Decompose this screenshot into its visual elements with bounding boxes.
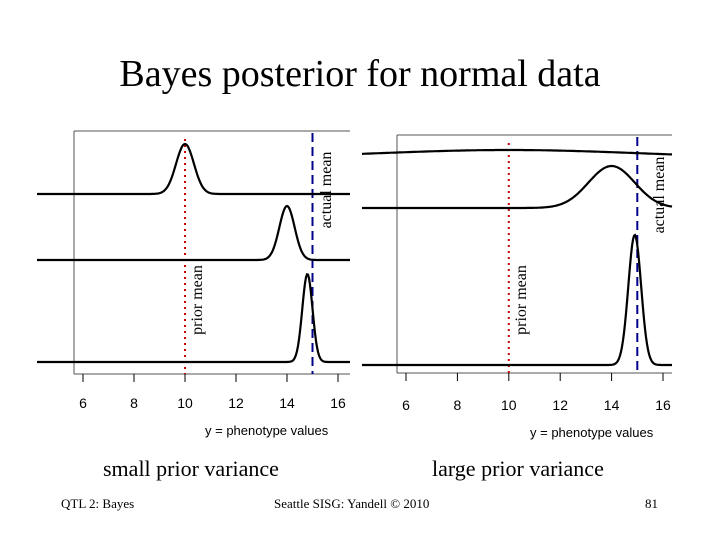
panel2-x-tick-label: 16 <box>655 397 671 413</box>
panel2-x-tick-label: 8 <box>454 397 462 413</box>
panel1-x-tick-label: 16 <box>330 395 346 411</box>
footer-left: QTL 2: Bayes <box>61 496 135 511</box>
footer-center: Seattle SISG: Yandell © 2010 <box>274 496 430 511</box>
panel2-x-tick-label: 14 <box>604 397 620 413</box>
panel2-x-tick-label: 10 <box>501 397 517 413</box>
panel2-actual-mean-label: actual mean <box>651 157 668 234</box>
slide-title: Bayes posterior for normal data <box>119 53 601 95</box>
caption-right: large prior variance <box>432 456 604 481</box>
caption-left: small prior variance <box>103 456 279 481</box>
panel2-posterior-curve-2 <box>362 164 673 210</box>
panel2-posterior-curve-1 <box>362 148 672 156</box>
panel1-actual-mean-label: actual mean <box>318 152 335 229</box>
panel1-x-axis-label: y = phenotype values <box>205 423 329 438</box>
panel1-posterior-curve-1 <box>37 142 350 196</box>
panel1-posterior-curve-3 <box>37 272 350 364</box>
panel2-posterior-curve-3 <box>362 233 672 367</box>
panel1-x-tick-label: 14 <box>279 395 295 411</box>
panel1-x-tick-label: 8 <box>130 395 138 411</box>
panel1-prior-mean-label: prior mean <box>189 265 206 335</box>
panel1-x-tick-label: 6 <box>79 395 87 411</box>
page-number: 81 <box>645 496 658 511</box>
panel1-x-tick-label: 12 <box>228 395 244 411</box>
panel2-prior-mean-label: prior mean <box>513 265 530 335</box>
panel2-x-tick-label: 12 <box>552 397 568 413</box>
panel2-x-axis-label: y = phenotype values <box>530 425 654 440</box>
panel1-posterior-curve-2 <box>37 204 350 262</box>
panel1-x-tick-label: 10 <box>177 395 193 411</box>
panel2-x-tick-label: 6 <box>402 397 410 413</box>
